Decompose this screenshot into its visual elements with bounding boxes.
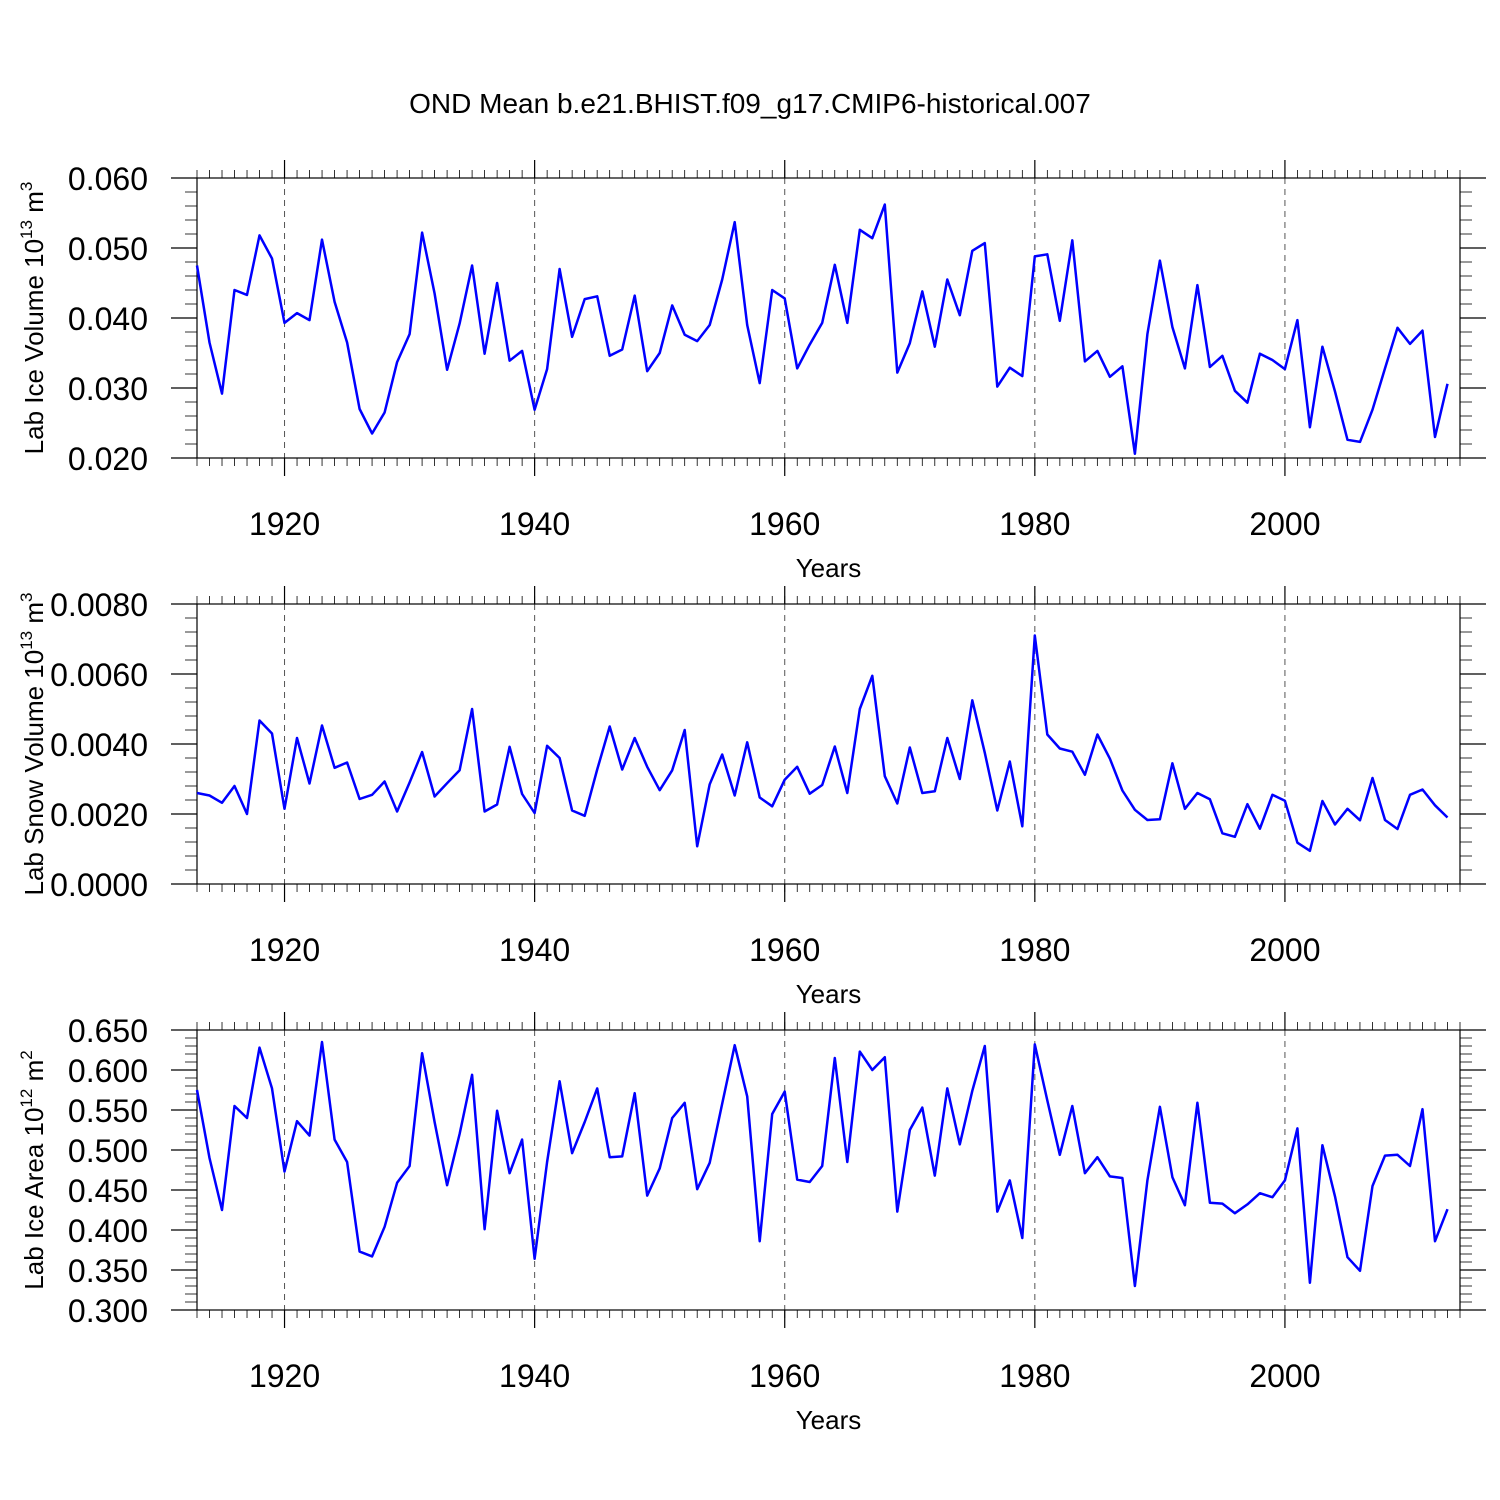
series-line (196, 634, 1449, 853)
chart-title: OND Mean b.e21.BHIST.f09_g17.CMIP6-histo… (409, 88, 1091, 119)
plot-frame (196, 1029, 1461, 1311)
y-tick-label: 0.350 (68, 1253, 148, 1289)
y-tick-label: 0.030 (68, 371, 148, 407)
y-tick-label: 0.300 (68, 1293, 148, 1329)
x-tick-label: 1980 (999, 1358, 1070, 1394)
y-tick-label: 0.0080 (50, 587, 148, 623)
y-axis-label-text: Lab Ice Volume 10 (19, 239, 49, 454)
y-tick-label: 0.040 (68, 301, 148, 337)
panel-lab-ice-area: 0.300 0.350 0.400 0.450 0.500 0.550 0.600 0.650… (17, 1012, 1486, 1435)
x-tick-label: 2000 (1249, 932, 1320, 968)
y-tick-label: 0.050 (68, 231, 148, 267)
x-tick-label: 1960 (749, 506, 820, 542)
y-axis-label-unit: m (19, 1060, 49, 1089)
y-axis-label-unit-exponent: 2 (17, 1050, 36, 1059)
y-axis-label-exponent: 12 (17, 1089, 36, 1108)
y-tick-label: 0.020 (68, 441, 148, 477)
x-tick-label: 1980 (999, 932, 1070, 968)
y-tick-label: 0.0060 (50, 657, 148, 693)
y-axis-label: Lab Ice Volume 1013 m3 (17, 182, 49, 455)
x-tick-label: 1920 (249, 506, 320, 542)
x-tick-label: 1920 (249, 1358, 320, 1394)
y-tick-label: 0.450 (68, 1173, 148, 1209)
plot-frame (196, 177, 1461, 459)
y-axis-label-text: Lab Snow Volume 10 (19, 650, 49, 896)
x-tick-label: 1940 (499, 506, 570, 542)
y-tick-label: 0.0000 (50, 867, 148, 903)
y-tick-label: 0.600 (68, 1053, 148, 1089)
series-line (195, 1040, 1449, 1288)
y-axis-label-exponent: 13 (17, 631, 36, 650)
y-axis-label: Lab Snow Volume 1013 m3 (17, 592, 49, 895)
y-tick-label: 0.500 (68, 1133, 148, 1169)
x-tick-label: 1960 (749, 932, 820, 968)
y-tick-label: 0.550 (68, 1093, 148, 1129)
x-tick-label: 1960 (749, 1358, 820, 1394)
x-tick-label: 1920 (249, 932, 320, 968)
y-axis-label-unit-exponent: 3 (17, 592, 36, 601)
y-axis-label: Lab Ice Area 1012 m2 (17, 1050, 49, 1289)
x-axis-label: Years (796, 979, 862, 1009)
y-axis-label-unit: m (19, 602, 49, 631)
y-axis-label-unit-exponent: 3 (17, 182, 36, 191)
x-tick-label: 1940 (499, 932, 570, 968)
x-tick-label: 2000 (1249, 1358, 1320, 1394)
x-tick-label: 1940 (499, 1358, 570, 1394)
x-axis-label: Years (796, 553, 862, 583)
x-axis-label: Years (796, 1405, 862, 1435)
y-axis-label-exponent: 13 (17, 220, 36, 239)
series-line (195, 203, 1449, 456)
y-axis-label-text: Lab Ice Area 10 (19, 1108, 49, 1290)
x-tick-label: 2000 (1249, 506, 1320, 542)
panel-lab-ice-volume: 0.020 0.030 0.040 0.050 0.060 1920 1940 1960 198… (17, 160, 1486, 583)
panel-lab-snow-volume: 0.0000 0.0020 0.0040 0.0060 0.0080 1920 1940 19… (17, 586, 1486, 1009)
y-tick-label: 0.0020 (50, 797, 148, 833)
plot-frame (196, 603, 1461, 885)
y-tick-label: 0.060 (68, 161, 148, 197)
x-tick-label: 1980 (999, 506, 1070, 542)
y-axis-label-unit: m (19, 191, 49, 220)
y-tick-label: 0.400 (68, 1213, 148, 1249)
y-tick-label: 0.0040 (50, 727, 148, 763)
y-tick-label: 0.650 (68, 1013, 148, 1049)
